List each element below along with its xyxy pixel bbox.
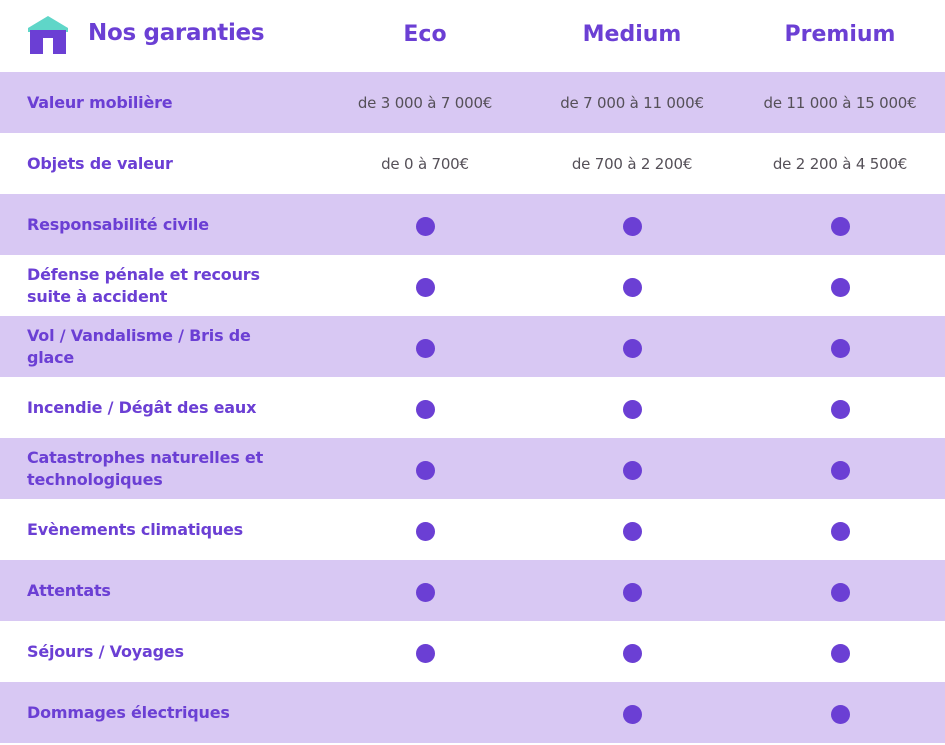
included-dot-icon xyxy=(622,278,642,297)
included-dot-icon xyxy=(415,644,435,663)
row-label: Défense pénale et recours suite à accide… xyxy=(27,264,260,306)
included-dot-icon xyxy=(830,583,850,602)
table-row: Catastrophes naturelles et technologique… xyxy=(0,438,945,499)
cell-medium xyxy=(532,194,732,255)
cell-eco: de 0 à 700€ xyxy=(325,133,525,194)
included-dot-icon xyxy=(830,461,850,480)
cell-eco xyxy=(325,377,525,438)
table-row: Valeur mobilière de 3 000 à 7 000€ de 7 00… xyxy=(0,72,945,133)
included-dot-icon xyxy=(415,461,435,480)
cell-eco: de 3 000 à 7 000€ xyxy=(325,72,525,133)
page-title: Nos garanties xyxy=(88,20,265,46)
table-header: Nos garanties Eco Medium Premium xyxy=(0,0,945,72)
cell-premium xyxy=(740,682,940,743)
cell-premium xyxy=(740,194,940,255)
value-range: de 7 000 à 11 000€ xyxy=(560,93,704,112)
cell-eco xyxy=(325,682,525,743)
cell-premium xyxy=(740,377,940,438)
cell-medium xyxy=(532,255,732,316)
guarantees-table: Valeur mobilière de 3 000 à 7 000€ de 7 00… xyxy=(0,72,945,743)
cell-eco xyxy=(325,316,525,377)
included-dot-icon xyxy=(830,339,850,358)
cell-medium xyxy=(532,438,732,499)
cell-premium xyxy=(740,621,940,682)
table-row: Responsabilité civile xyxy=(0,194,945,255)
included-dot-icon xyxy=(415,400,435,419)
row-label: Evènements climatiques xyxy=(27,519,243,539)
row-label: Dommages électriques xyxy=(27,702,230,722)
cell-premium xyxy=(740,316,940,377)
table-row: Incendie / Dégât des eaux xyxy=(0,377,945,438)
cell-premium xyxy=(740,560,940,621)
value-range: de 3 000 à 7 000€ xyxy=(357,93,493,112)
included-dot-icon xyxy=(415,278,435,297)
cell-eco xyxy=(325,621,525,682)
included-dot-icon xyxy=(622,400,642,419)
cell-premium: de 11 000 à 15 000€ xyxy=(740,72,940,133)
table-row: Séjours / Voyages xyxy=(0,621,945,682)
included-dot-icon xyxy=(830,705,850,724)
table-row: Evènements climatiques xyxy=(0,499,945,560)
cell-premium: de 2 200 à 4 500€ xyxy=(740,133,940,194)
row-label: Séjours / Voyages xyxy=(27,641,184,661)
included-dot-icon xyxy=(830,644,850,663)
included-dot-icon xyxy=(415,522,435,541)
plan-header-premium: Premium xyxy=(784,22,896,47)
cell-eco xyxy=(325,438,525,499)
table-row: Défense pénale et recours suite à accide… xyxy=(0,255,945,316)
cell-premium xyxy=(740,499,940,560)
included-dot-icon xyxy=(830,400,850,419)
value-range: de 700 à 2 200€ xyxy=(571,154,693,173)
included-dot-icon xyxy=(622,705,642,724)
cell-eco xyxy=(325,560,525,621)
included-dot-icon xyxy=(830,522,850,541)
cell-premium xyxy=(740,255,940,316)
table-row: Objets de valeur de 0 à 700€ de 700 à 2 20… xyxy=(0,133,945,194)
cell-eco xyxy=(325,194,525,255)
included-dot-icon xyxy=(415,217,435,236)
cell-medium xyxy=(532,621,732,682)
value-range: de 2 200 à 4 500€ xyxy=(772,154,908,173)
cell-medium: de 700 à 2 200€ xyxy=(532,133,732,194)
included-dot-icon xyxy=(622,522,642,541)
cell-medium: de 7 000 à 11 000€ xyxy=(532,72,732,133)
cell-medium xyxy=(532,316,732,377)
plan-header-medium: Medium xyxy=(582,22,682,47)
included-dot-icon xyxy=(622,644,642,663)
cell-eco xyxy=(325,255,525,316)
included-dot-icon xyxy=(415,339,435,358)
row-label: Incendie / Dégât des eaux xyxy=(27,397,257,417)
house-icon xyxy=(28,16,68,54)
row-label: Valeur mobilière xyxy=(27,92,173,112)
cell-medium xyxy=(532,377,732,438)
value-range: de 11 000 à 15 000€ xyxy=(763,93,917,112)
included-dot-icon xyxy=(622,339,642,358)
value-range: de 0 à 700€ xyxy=(381,154,469,173)
table-row: Dommages électriques xyxy=(0,682,945,743)
cell-premium xyxy=(740,438,940,499)
included-dot-icon xyxy=(622,461,642,480)
row-label: Catastrophes naturelles et technologique… xyxy=(27,447,264,489)
table-row: Vol / Vandalisme / Bris de glace xyxy=(0,316,945,377)
row-label: Vol / Vandalisme / Bris de glace xyxy=(27,325,251,367)
included-dot-icon xyxy=(622,217,642,236)
cell-medium xyxy=(532,682,732,743)
row-label: Objets de valeur xyxy=(27,153,173,173)
included-dot-icon xyxy=(830,278,850,297)
included-dot-icon xyxy=(830,217,850,236)
cell-eco xyxy=(325,499,525,560)
included-dot-icon xyxy=(415,583,435,602)
row-label: Responsabilité civile xyxy=(27,214,209,234)
table-row: Attentats xyxy=(0,560,945,621)
included-dot-icon xyxy=(622,583,642,602)
cell-medium xyxy=(532,560,732,621)
row-label: Attentats xyxy=(27,580,111,600)
plan-header-eco: Eco xyxy=(403,22,447,47)
cell-medium xyxy=(532,499,732,560)
